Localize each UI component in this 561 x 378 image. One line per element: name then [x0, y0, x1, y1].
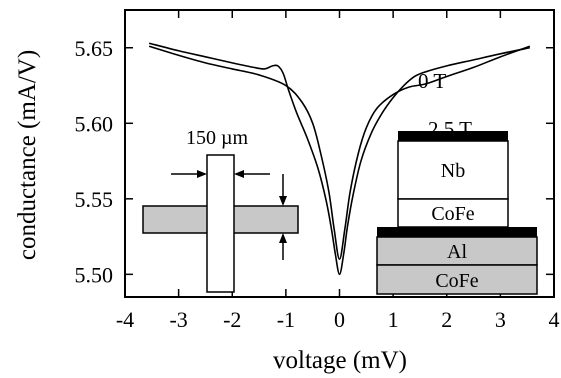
al-layer	[376, 236, 538, 266]
vertical-strip	[206, 154, 235, 293]
x-tick-label: 0	[334, 307, 345, 332]
x-tick-label: 3	[495, 307, 506, 332]
x-tick-label: -4	[116, 307, 134, 332]
y-tick-label: 5.50	[75, 262, 114, 287]
barrier-layer	[377, 227, 537, 237]
junction-sketch-inset: 150 µm	[142, 127, 299, 293]
cofe-lower-label: CoFe	[435, 270, 478, 292]
y-tick-label: 5.65	[75, 36, 114, 61]
series-line-2.5T	[148, 45, 531, 261]
y-axis-ticks: 5.50 5.55 5.60 5.65	[75, 36, 554, 287]
width-arrow-right-head	[234, 170, 244, 178]
x-tick-label: -3	[169, 307, 187, 332]
x-tick-label: 1	[388, 307, 399, 332]
x-tick-label: -2	[223, 307, 241, 332]
cofe-lower-layer	[376, 264, 538, 295]
nb-label: Nb	[441, 160, 465, 182]
layer-stack-inset: Nb CoFe Al CoFe	[376, 131, 538, 295]
x-tick-label: 4	[549, 307, 560, 332]
x-axis-label: voltage (mV)	[273, 347, 407, 374]
x-tick-label: -1	[277, 307, 295, 332]
stack-top-cap	[398, 131, 508, 141]
dimension-label: 150 µm	[186, 127, 249, 149]
height-arrow-top-head	[279, 196, 287, 206]
al-label: Al	[447, 241, 467, 263]
y-tick-label: 5.60	[75, 111, 114, 136]
y-tick-label: 5.55	[75, 187, 114, 212]
nb-layer	[397, 140, 509, 200]
x-tick-label: 2	[441, 307, 452, 332]
series-line-0T	[148, 42, 531, 276]
annotation-0T: 0 T	[418, 69, 446, 93]
x-axis-ticks: -4 -3 -2 -1 0 1 2 3 4	[116, 10, 560, 332]
height-arrow-bottom-head	[279, 233, 287, 243]
cofe-upper-layer	[397, 198, 509, 228]
cofe-upper-label: CoFe	[431, 203, 474, 225]
width-arrow-left-head	[197, 170, 207, 178]
series-layer	[148, 42, 531, 276]
y-axis-label: conductance (mA/V)	[14, 50, 41, 260]
